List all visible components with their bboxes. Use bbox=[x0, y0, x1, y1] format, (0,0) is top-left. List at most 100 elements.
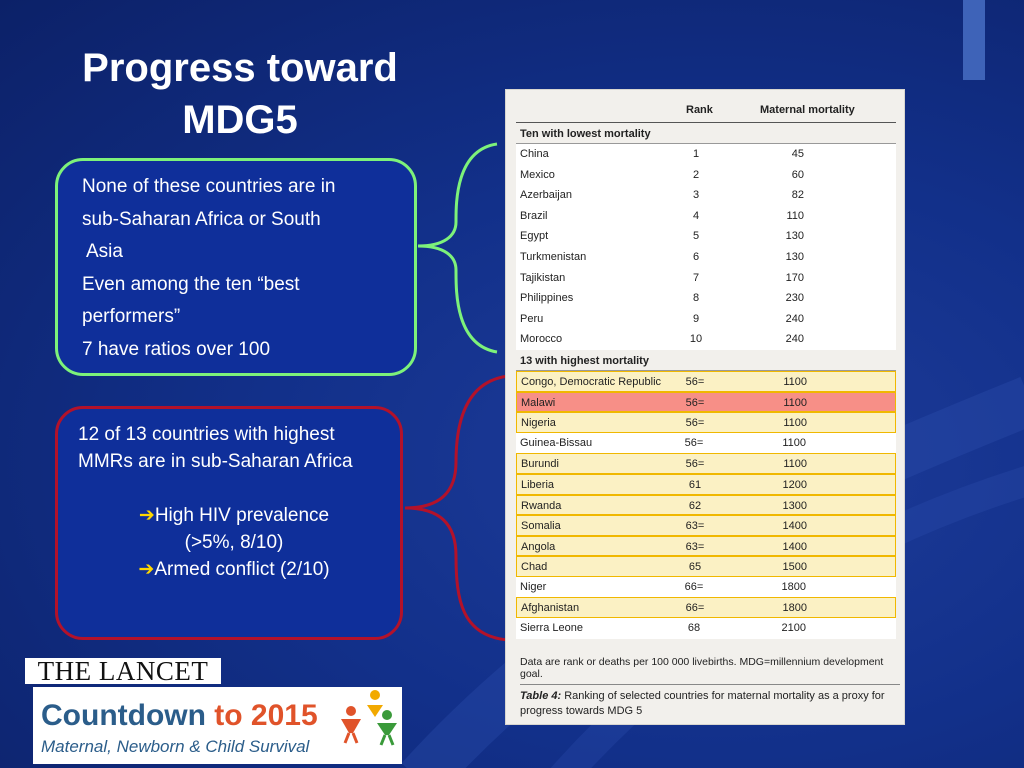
rank-cell: 66= bbox=[685, 602, 705, 615]
table-row: Sierra Leone 68 2100 bbox=[516, 618, 896, 639]
rank-cell: 56= bbox=[685, 396, 705, 409]
table-row: Peru 9 240 bbox=[516, 308, 896, 330]
bullet-hiv-text: High HIV prevalence bbox=[154, 505, 330, 526]
rank-cell: 6 bbox=[692, 250, 700, 263]
table-row: Guinea-Bissau 56= 1100 bbox=[516, 432, 896, 454]
rank-cell: 68 bbox=[687, 622, 701, 635]
country-cell: Brazil bbox=[520, 209, 548, 222]
mortality-cell: 1100 bbox=[782, 436, 806, 449]
arrow-right-icon: ➔ bbox=[138, 559, 155, 580]
rank-cell: 66= bbox=[684, 580, 704, 593]
mortality-table: Rank Maternal mortality Ten with lowest … bbox=[516, 96, 896, 639]
country-cell: Somalia bbox=[521, 520, 561, 533]
green-box-line: Even among the ten “best bbox=[82, 273, 300, 295]
country-cell: Nigeria bbox=[521, 417, 556, 430]
country-cell: China bbox=[520, 148, 549, 160]
rank-cell: 56= bbox=[684, 436, 704, 449]
rank-cell: 61 bbox=[688, 478, 702, 491]
table-row: Burundi 56= 1100 bbox=[516, 453, 896, 474]
caption-label: Table 4: bbox=[520, 690, 562, 702]
green-box-line: Asia bbox=[86, 241, 123, 262]
lancet-logo: THE LANCET bbox=[25, 658, 221, 685]
rank-cell: 8 bbox=[692, 292, 700, 305]
table-row: Afghanistan 66= 1800 bbox=[516, 597, 896, 619]
table-row: Congo, Democratic Republic 56= 1100 bbox=[516, 370, 896, 392]
table-row: Tajikistan 7 170 bbox=[516, 267, 896, 289]
rank-cell: 56= bbox=[685, 458, 705, 471]
mortality-cell: 82 bbox=[791, 189, 804, 202]
countdown-year: to 2015 bbox=[214, 699, 318, 732]
country-cell: Azerbaijan bbox=[520, 189, 572, 202]
lowest-rows: China 1 45 Mexico 2 60 Azerbaijan 3 82 Brazil 4 110… bbox=[516, 144, 896, 350]
green-box-line: sub-Saharan Africa or South bbox=[82, 208, 321, 230]
title-line-2: MDG5 bbox=[182, 98, 298, 142]
bullet-hiv-detail: (>5%, 8/10) bbox=[184, 532, 284, 553]
red-callout-box: 12 of 13 countries with highest MMRs are… bbox=[55, 406, 403, 640]
table-row: Morocco 10 240 bbox=[516, 329, 896, 350]
mortality-cell: 1100 bbox=[783, 375, 807, 388]
green-box-line: 7 have ratios over 100 bbox=[82, 338, 271, 360]
bullet-conflict-text: Armed conflict (2/10) bbox=[154, 559, 330, 580]
corner-accent-bar bbox=[963, 0, 985, 80]
table-caption: Table 4: Ranking of selected countries f… bbox=[520, 684, 900, 719]
bullet-conflict: ➔Armed conflict (2/10) bbox=[78, 556, 390, 583]
mortality-cell: 240 bbox=[785, 333, 804, 346]
section-lowest: Ten with lowest mortality bbox=[516, 123, 896, 144]
table-row: Somalia 63= 1400 bbox=[516, 515, 896, 536]
country-cell: Morocco bbox=[520, 333, 563, 346]
table-row: Chad 65 1500 bbox=[516, 556, 896, 577]
rank-cell: 65 bbox=[688, 561, 702, 574]
rank-cell: 63= bbox=[685, 540, 705, 553]
mortality-cell: 1100 bbox=[783, 458, 807, 471]
mortality-cell: 45 bbox=[791, 148, 804, 160]
mortality-cell: 240 bbox=[785, 312, 804, 325]
mortality-cell: 2100 bbox=[781, 622, 806, 635]
rank-cell: 1 bbox=[692, 148, 700, 160]
table-row: Malawi 56= 1100 bbox=[516, 391, 896, 413]
country-cell: Burundi bbox=[521, 458, 559, 471]
country-cell: Rwanda bbox=[521, 499, 562, 512]
rank-cell: 63= bbox=[685, 520, 705, 533]
country-cell: Congo, Democratic Republic bbox=[521, 375, 662, 388]
red-box-paragraph: 12 of 13 countries with highest MMRs are… bbox=[78, 424, 353, 472]
table-row: Azerbaijan 3 82 bbox=[516, 185, 896, 206]
mortality-cell: 1800 bbox=[782, 602, 807, 615]
header-mortality: Maternal mortality bbox=[760, 104, 855, 116]
mortality-cell: 130 bbox=[785, 250, 804, 263]
mortality-cell: 1100 bbox=[783, 396, 807, 409]
people-figures-icon bbox=[341, 690, 397, 746]
table-row: Mexico 2 60 bbox=[516, 164, 896, 186]
countdown-subtitle: Maternal, Newborn & Child Survival bbox=[41, 737, 310, 756]
table-row: China 1 45 bbox=[516, 144, 896, 165]
green-callout-box: None of these countries are in sub-Sahar… bbox=[55, 158, 417, 376]
arrow-right-icon: ➔ bbox=[138, 505, 155, 526]
rank-cell: 56= bbox=[685, 417, 705, 430]
mortality-cell: 230 bbox=[785, 292, 804, 305]
caption-text: Ranking of selected countries for matern… bbox=[520, 690, 885, 717]
table-row: Rwanda 62 1300 bbox=[516, 494, 896, 516]
highest-rows: Congo, Democratic Republic 56= 1100 Malawi 5… bbox=[516, 370, 896, 639]
green-box-line: None of these countries are in bbox=[82, 176, 336, 197]
mortality-cell: 1800 bbox=[781, 580, 806, 593]
table-row: Turkmenistan 6 130 bbox=[516, 246, 896, 268]
table-row: Philippines 8 230 bbox=[516, 288, 896, 309]
country-cell: Guinea-Bissau bbox=[520, 436, 593, 449]
country-cell: Afghanistan bbox=[521, 602, 580, 615]
country-cell: Peru bbox=[520, 312, 544, 325]
country-cell: Niger bbox=[520, 580, 547, 593]
rank-cell: 4 bbox=[692, 209, 700, 222]
countdown-logo: Countdown to 2015 Maternal, Newborn & Ch… bbox=[33, 687, 402, 764]
country-cell: Sierra Leone bbox=[520, 622, 583, 635]
table-row: Niger 66= 1800 bbox=[516, 576, 896, 598]
country-cell: Philippines bbox=[520, 292, 574, 305]
section-highest: 13 with highest mortality bbox=[516, 350, 896, 371]
mortality-cell: 1500 bbox=[782, 561, 807, 574]
mortality-cell: 60 bbox=[791, 168, 804, 181]
slide-title: Progress toward MDG5 bbox=[30, 42, 450, 146]
country-cell: Turkmenistan bbox=[520, 250, 587, 263]
rank-cell: 5 bbox=[692, 230, 700, 243]
green-box-line: performers” bbox=[82, 306, 181, 327]
mortality-table-card: Rank Maternal mortality Ten with lowest … bbox=[505, 89, 905, 725]
